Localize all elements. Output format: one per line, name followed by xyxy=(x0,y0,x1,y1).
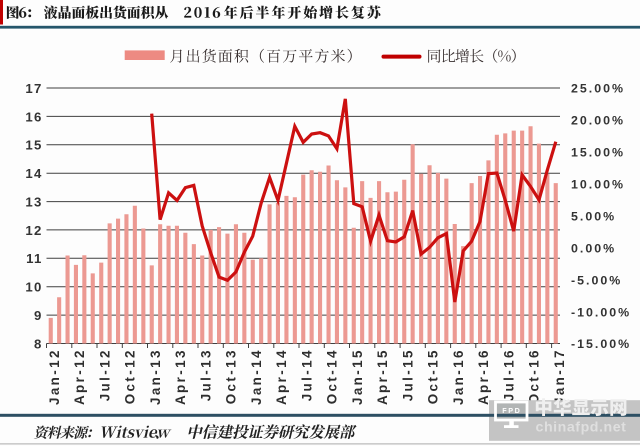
svg-text:0.00%: 0.00% xyxy=(571,241,616,255)
svg-text:Jan-13: Jan-13 xyxy=(148,348,163,405)
svg-text:Apr-14: Apr-14 xyxy=(274,348,289,405)
svg-text:11: 11 xyxy=(26,251,42,266)
svg-text:17: 17 xyxy=(25,81,42,96)
svg-text:Oct-12: Oct-12 xyxy=(123,348,138,404)
svg-text:Apr-16: Apr-16 xyxy=(476,348,491,405)
svg-text:Apr-15: Apr-15 xyxy=(375,348,390,405)
svg-text:9: 9 xyxy=(34,308,43,323)
svg-text:Jan-12: Jan-12 xyxy=(47,348,62,405)
svg-text:Oct-14: Oct-14 xyxy=(325,348,340,404)
svg-text:12: 12 xyxy=(25,223,42,238)
svg-text:15.00%: 15.00% xyxy=(571,146,625,160)
svg-text:Jan-14: Jan-14 xyxy=(249,348,264,405)
svg-text:5.00%: 5.00% xyxy=(571,209,616,223)
svg-text:Oct-15: Oct-15 xyxy=(426,348,441,404)
svg-text:Jul-15: Jul-15 xyxy=(401,348,416,401)
svg-text:Apr-12: Apr-12 xyxy=(72,348,87,405)
svg-text:20.00%: 20.00% xyxy=(571,114,625,128)
svg-text:-15.00%: -15.00% xyxy=(571,337,631,351)
svg-text:10.00%: 10.00% xyxy=(571,178,625,192)
svg-text:Jan-16: Jan-16 xyxy=(451,348,466,405)
svg-text:25.00%: 25.00% xyxy=(571,82,625,96)
svg-text:Jul-12: Jul-12 xyxy=(97,348,112,401)
svg-text:Jul-16: Jul-16 xyxy=(502,348,517,401)
svg-text:Jan-15: Jan-15 xyxy=(350,348,365,405)
svg-text:-5.00%: -5.00% xyxy=(571,273,622,287)
svg-text:16: 16 xyxy=(25,109,42,124)
svg-text:Jul-14: Jul-14 xyxy=(299,348,314,401)
svg-text:Oct-16: Oct-16 xyxy=(527,348,542,404)
svg-text:Oct-13: Oct-13 xyxy=(224,348,239,404)
svg-text:Jul-13: Jul-13 xyxy=(198,348,213,401)
svg-text:chinafpd.net: chinafpd.net xyxy=(536,419,627,435)
svg-text:13: 13 xyxy=(25,195,42,210)
svg-text:-10.00%: -10.00% xyxy=(571,305,631,319)
svg-text:8: 8 xyxy=(34,336,43,351)
svg-text:Jan-17: Jan-17 xyxy=(552,348,567,405)
svg-text:15: 15 xyxy=(25,138,42,153)
svg-text:Apr-13: Apr-13 xyxy=(173,348,188,405)
svg-text:10: 10 xyxy=(25,280,42,295)
svg-text:FPD: FPD xyxy=(502,406,521,415)
svg-text:14: 14 xyxy=(25,166,42,181)
